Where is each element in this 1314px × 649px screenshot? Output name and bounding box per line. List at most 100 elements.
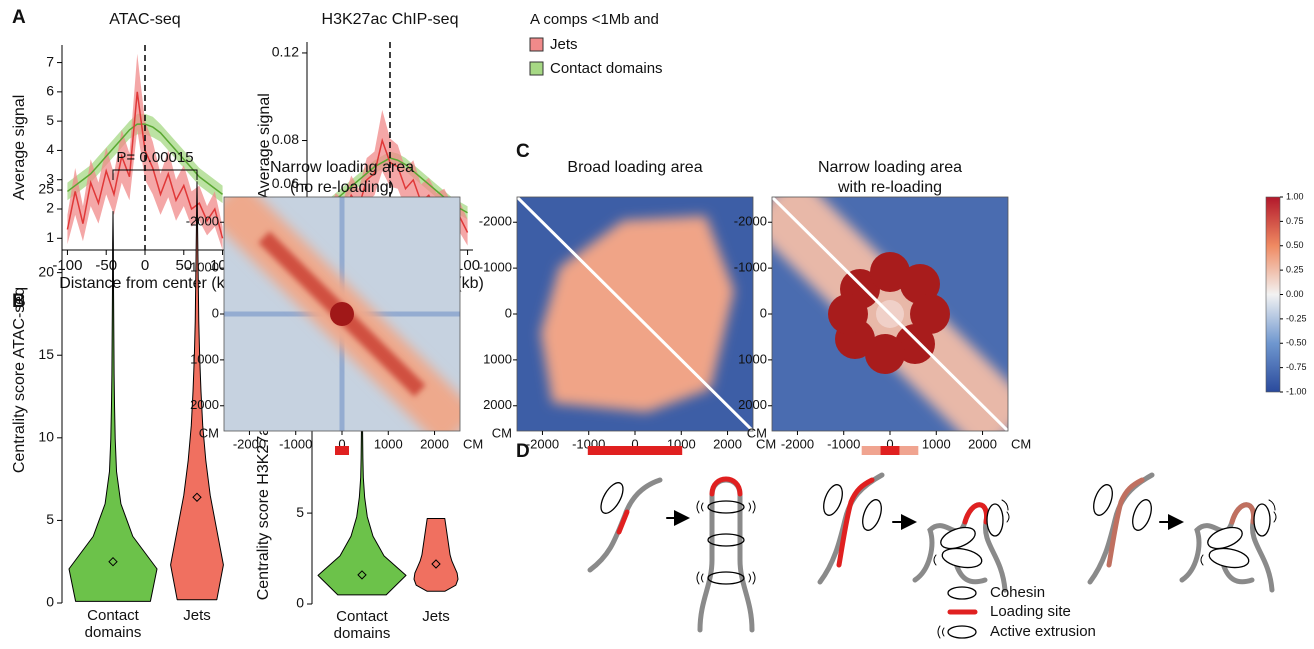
colorbar-tick-label: 1.00 [1286, 191, 1304, 201]
chart-title: Broad loading area [567, 159, 702, 176]
violin [413, 518, 459, 592]
loading-area [880, 446, 900, 455]
x-tick-label: -50 [95, 257, 117, 274]
legend-label: Jets [550, 36, 578, 53]
loading-area [335, 446, 349, 455]
heatmap-pattern [330, 302, 354, 326]
heatmap-pattern [870, 252, 910, 292]
y-tick-label: 2000 [738, 397, 767, 412]
axis-end-label: CM [199, 425, 219, 440]
y-tick-label: 6 [46, 83, 54, 99]
heatmap [224, 197, 460, 431]
axis-end-label: CM [756, 436, 776, 451]
violin [68, 211, 158, 602]
y-tick-label: 2000 [190, 397, 219, 412]
chart-title: ATAC-seq [109, 11, 180, 28]
loading-area [587, 446, 683, 455]
y-tick-label: -1000 [479, 260, 512, 275]
legend-label: Contact domains [550, 60, 663, 77]
x-tick-label: -2000 [781, 436, 814, 451]
heatmap [517, 197, 753, 431]
x-tick-label: Jets [183, 607, 211, 624]
colorbar-tick-label: 0.50 [1286, 240, 1304, 250]
heatmap-pattern [772, 197, 1008, 431]
legend-swatch [529, 61, 544, 76]
x-tick-label: 0 [141, 257, 149, 274]
x-tick-label: -2000 [526, 436, 559, 451]
y-tick-label: 1000 [190, 351, 219, 366]
y-tick-label: -2000 [186, 214, 219, 229]
x-tick-label-box: Jets [422, 608, 450, 625]
y-tick-label: 1000 [483, 351, 512, 366]
x-tick-label: 1000 [374, 436, 403, 451]
y-tick-label: -2000 [479, 214, 512, 229]
colorbar-tick-label: -1.00 [1286, 386, 1307, 396]
chart-title: Narrow loading area [818, 159, 962, 176]
y-tick-label: 1000 [738, 351, 767, 366]
panel-label: A [12, 7, 26, 28]
diagram-legend-label: Cohesin [990, 584, 1045, 601]
x-tick-label-box: Jets [183, 607, 211, 624]
y-tick-label: 5 [46, 511, 54, 527]
colorbar [1265, 196, 1281, 393]
y-tick-label: 0.12 [272, 44, 299, 60]
x-tick-label: Jets [422, 608, 450, 625]
mean-marker [431, 559, 441, 569]
error-band [312, 151, 468, 222]
heatmap-pattern [910, 294, 950, 334]
x-tick-label: 2000 [713, 436, 742, 451]
annotation: P= 0.00015 [116, 149, 193, 166]
y-tick-label: 4 [46, 141, 54, 157]
mean-marker [108, 556, 118, 567]
y-axis-label: Average signal [256, 93, 273, 199]
y-axis-label: Average signal [11, 95, 28, 201]
x-tick-label: Contact domains [84, 607, 142, 641]
violin [170, 181, 224, 601]
x-tick-label: 50 [175, 257, 192, 274]
y-tick-label: 25 [38, 181, 54, 197]
y-tick-label: 1 [46, 229, 54, 245]
x-tick-label-box: Contact domains [84, 607, 142, 641]
y-tick-label: 2000 [483, 397, 512, 412]
y-tick-label: 5 [296, 504, 304, 520]
y-tick-label: 0.06 [272, 175, 299, 191]
axis-end-label: CM [1011, 436, 1031, 451]
y-tick-label: 5 [46, 112, 54, 128]
x-tick-label: 2000 [968, 436, 997, 451]
chart-title: Narrow loading area [270, 159, 414, 176]
diagram-legend-label: Active extrusion [990, 623, 1096, 640]
y-tick-label: 3 [46, 170, 54, 186]
x-tick-label: 100 [455, 257, 480, 274]
chart-title: (no re-loading) [290, 179, 394, 196]
panel-label: C [516, 141, 530, 162]
axis-end-label: CM [747, 425, 767, 440]
x-axis-label: Distance from center (kb) [59, 275, 239, 292]
y-tick-label: -2000 [734, 214, 767, 229]
colorbar-tick-label: 0.00 [1286, 289, 1304, 299]
x-tick-label-box: Contact domains [333, 608, 391, 642]
legend-swatch [529, 37, 544, 52]
y-tick-label: 2 [46, 200, 54, 216]
y-tick-label: 20 [38, 263, 54, 279]
colorbar-tick-label: -0.75 [1286, 362, 1307, 372]
y-tick-label: 0 [760, 305, 767, 320]
colorbar-tick-label: -0.50 [1286, 338, 1307, 348]
chart-title: with re-loading [837, 179, 942, 196]
y-tick-label: -1000 [734, 260, 767, 275]
y-tick-label: 15 [38, 346, 54, 362]
panel-label: D [516, 441, 530, 462]
y-axis-label: Centrality score ATAC-seq [11, 287, 28, 473]
y-tick-label: 0 [212, 305, 219, 320]
mean-marker [192, 492, 202, 502]
legend-title: A comps <1Mb and [530, 11, 659, 28]
x-tick-label: 0 [886, 436, 893, 451]
x-tick-label: -1000 [827, 436, 860, 451]
heatmap-pattern [865, 334, 905, 374]
x-tick-label: -1000 [279, 436, 312, 451]
heatmap [772, 197, 1008, 431]
error-band [312, 109, 468, 253]
axis-end-label: CM [492, 425, 512, 440]
x-tick-label: Contact domains [333, 608, 391, 642]
mean-marker [357, 570, 367, 580]
